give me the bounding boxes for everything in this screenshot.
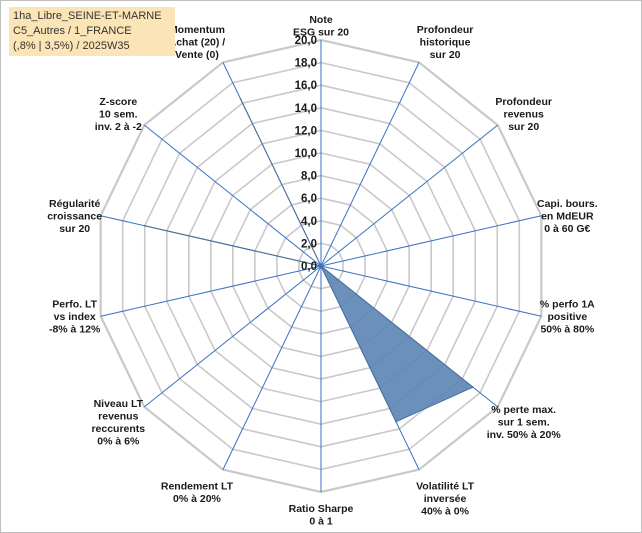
tick-label-4: 8,0 (301, 171, 317, 183)
category-label-line: revenus (504, 109, 544, 121)
tick-label-0: 0,0 (301, 261, 317, 273)
tick-label-5: 10,0 (295, 148, 317, 160)
category-label-line: inv. 2 à -2 (95, 121, 142, 133)
category-label-line: vs index (54, 311, 96, 323)
category-label-line: Capi. bours. (537, 198, 598, 210)
category-label-line: sur 20 (59, 223, 90, 235)
category-label-line: 10 sem. (99, 109, 138, 121)
data-point-14 (239, 98, 242, 100)
axis-spoke-2 (320, 62, 420, 267)
category-label-line: Profondeur (495, 96, 552, 108)
category-label-line: sur 1 sem. (498, 417, 550, 429)
category-label-line: 0 à 60 G€ (544, 223, 590, 235)
category-label-line: Achat (20) / (169, 36, 226, 48)
category-label-line: 0 à 1 (309, 516, 333, 528)
category-label-line: sur 20 (508, 121, 539, 133)
category-label-line: 40% à 0% (421, 506, 470, 518)
title-line-2: C5_Autres / 1_FRANCE (13, 25, 132, 37)
category-label-line: Note (309, 14, 332, 26)
axis-spoke-5 (320, 265, 542, 317)
category-label-line: inv. 50% à 20% (487, 429, 562, 441)
title-box: 1ha_Libre_SEINE-ET-MARNE C5_Autres / 1_F… (9, 7, 175, 56)
series-area (144, 98, 474, 423)
category-label-line: 0% à 20% (173, 493, 222, 505)
axis-spoke-4 (320, 215, 542, 267)
category-label-line: Régularité (49, 198, 101, 210)
category-label-line: Vente (0) (175, 49, 219, 61)
category-label-line: inversée (424, 493, 467, 505)
category-label-line: -8% à 12% (49, 324, 101, 336)
title-line-1: 1ha_Libre_SEINE-ET-MARNE (13, 10, 162, 22)
axis-spoke-3 (320, 124, 499, 267)
category-label-line: Volatilité LT (416, 481, 475, 493)
category-label-line: Ratio Sharpe (289, 503, 354, 515)
category-label-line: % perfo 1A (540, 299, 595, 311)
data-point-12 (143, 224, 146, 227)
category-label-line: Rendement LT (161, 481, 234, 493)
tick-label-7: 14,0 (295, 103, 317, 115)
tick-label-8: 16,0 (295, 80, 317, 92)
category-label-line: Niveau LT (94, 398, 144, 410)
category-label-line: Momentum (169, 24, 225, 36)
category-label-line: historique (420, 36, 471, 48)
category-label-line: Z-score (99, 96, 137, 108)
category-label-line: Profondeur (417, 24, 474, 36)
category-label-line: 0% à 6% (97, 435, 140, 447)
title-line-3: (,8% | 3,5%) / 2025W35 (13, 40, 130, 52)
data-point-7 (395, 420, 397, 423)
tick-label-6: 12,0 (295, 125, 317, 137)
data-point-13 (320, 265, 322, 267)
category-label-line: croissance (47, 210, 102, 222)
category-label-line: % perte max. (491, 404, 556, 416)
category-label-line: ESG sur 20 (293, 27, 349, 39)
category-label-line: sur 20 (430, 49, 461, 61)
category-label-6: % perte max.sur 1 sem.inv. 50% à 20% (487, 404, 562, 441)
category-label-line: positive (547, 311, 587, 323)
axis-spoke-9 (222, 265, 322, 470)
tick-label-10: 20,0 (295, 35, 317, 47)
data-point-6 (472, 386, 474, 388)
category-label-line: Perfo. LT (52, 299, 97, 311)
tick-label-2: 4,0 (301, 216, 317, 228)
tick-label-3: 6,0 (301, 193, 317, 205)
axis-spoke-10 (143, 265, 322, 408)
axis-spoke-13 (143, 124, 322, 267)
tick-label-1: 2,0 (301, 238, 317, 250)
category-label-line: 50% à 80% (540, 324, 594, 336)
category-label-line: en MdEUR (541, 210, 594, 222)
tick-label-9: 18,0 (295, 58, 317, 70)
category-label-line: reccurents (91, 423, 145, 435)
axis-spoke-11 (100, 265, 322, 317)
category-label-9: Rendement LT0% à 20% (161, 481, 234, 506)
category-label-line: revenus (98, 410, 138, 422)
